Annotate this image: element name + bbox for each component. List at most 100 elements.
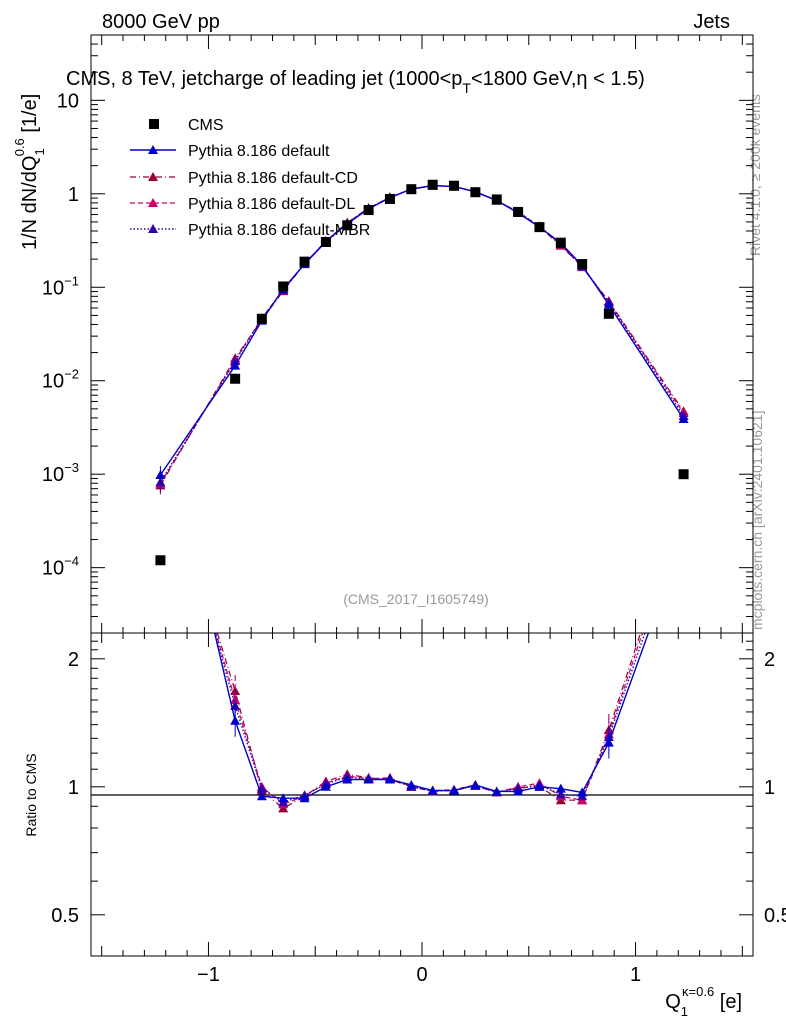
ratio-point-default (256, 791, 267, 801)
x-tick-label: −1 (197, 964, 220, 986)
data-point-cms (427, 179, 438, 190)
y-tick-label: 10−4 (42, 554, 79, 580)
data-point-cms (363, 205, 374, 216)
ratio-point-default (534, 781, 545, 791)
ratio-panel: −1 0 1 0.5 0.5 1 1 2 2 (51, 396, 786, 986)
ratio-point-default (363, 774, 374, 784)
data-point-default (603, 299, 614, 309)
data-point-cms (513, 206, 524, 217)
legend-marker-cms (149, 119, 159, 129)
x-tick-label: 1 (630, 964, 641, 986)
ratio-point-default (491, 786, 502, 796)
legend-marker-dl (148, 198, 158, 207)
ratio-line-default (213, 633, 650, 799)
y-axis-label: 1/N dN/dQ10.6 [1/e] (12, 94, 47, 250)
header-right: Jets (693, 11, 730, 33)
data-point-cms (449, 180, 460, 191)
header-left: 8000 GeV pp (102, 11, 220, 33)
ratio-point-default (427, 785, 438, 795)
data-point-cms (470, 187, 481, 198)
ratio-point-dl (230, 695, 241, 705)
ratio-line-mbr (214, 633, 646, 803)
x-axis-label: Q1κ=0.6 [e] (665, 984, 742, 1019)
data-point-cms (555, 237, 566, 248)
ratio-point-mbr (555, 789, 566, 799)
y-tick-label: 1 (68, 184, 79, 206)
y-tick-label: 10−3 (42, 460, 79, 486)
data-point-cms (384, 193, 395, 204)
ratio-tick-label-left: 1 (68, 777, 79, 799)
series-cms (155, 179, 689, 566)
legend-entry-cms: CMS (149, 117, 224, 134)
data-point-cms (342, 220, 353, 231)
ratio-frame (90, 632, 754, 957)
y-tick-label: 10−2 (42, 367, 79, 393)
ratio-y-label: Ratio to CMS (23, 753, 39, 836)
data-point-cms (299, 256, 310, 267)
ratio-data-layer (155, 396, 689, 813)
data-point-cms (256, 313, 267, 324)
legend-marker-default (148, 145, 158, 154)
data-point-default (678, 413, 689, 423)
ratio-point-default (384, 774, 395, 784)
ratio-tick-label-right: 2 (764, 649, 775, 671)
data-point-cms (491, 194, 502, 205)
ratio-point-default (555, 783, 566, 793)
legend-label-cms: CMS (188, 117, 224, 134)
data-point-cms (577, 259, 588, 270)
ratio-tick-label-left: 2 (68, 649, 79, 671)
data-point-cms (155, 555, 166, 566)
legend-entry-mbr: Pythia 8.186 default-MBR (130, 222, 370, 239)
ratio-point-dl (679, 504, 689, 513)
ratio-point-default (679, 530, 689, 539)
ratio-point-cd (155, 442, 165, 451)
y-tick-label: 10 (57, 90, 79, 112)
legend-label-cd: Pythia 8.186 default-CD (188, 170, 358, 187)
legend-entry-default: Pythia 8.186 default (130, 143, 330, 160)
ratio-point-default (470, 779, 481, 789)
ratio-tick-label-left: 0.5 (51, 905, 79, 927)
ratio-point-cd (679, 496, 689, 505)
data-point-cms (406, 184, 417, 195)
main-data-layer (155, 179, 689, 566)
ratio-tick-label-right: 1 (764, 777, 775, 799)
ratio-point-default (320, 781, 331, 791)
legend-entry-cd: Pythia 8.186 default-CD (130, 170, 358, 187)
legend-entry-dl: Pythia 8.186 default-DL (130, 196, 355, 213)
data-point-cms (534, 222, 545, 233)
y-tick-label: 10−1 (42, 273, 79, 299)
ratio-series-default (155, 396, 689, 803)
ratio-point-default (449, 785, 460, 795)
ratio-point-default (513, 786, 524, 796)
legend-label-dl: Pythia 8.186 default-DL (188, 196, 355, 213)
mcplots-label: mcplots.cern.ch [arXiv:2401.10621] (749, 411, 765, 630)
data-point-cms (320, 236, 331, 247)
ratio-point-default (230, 715, 241, 725)
data-point-cms (230, 373, 241, 384)
chart-title: CMS, 8 TeV, jetcharge of leading jet (10… (66, 68, 645, 96)
ratio-point-default (406, 779, 417, 789)
ratio-point-mbr (679, 517, 689, 526)
x-tick-label: 0 (416, 964, 427, 986)
ratio-point-default (342, 774, 353, 784)
data-point-cms (603, 308, 614, 319)
ratio-point-default (155, 396, 165, 405)
ratio-point-default (278, 793, 289, 803)
data-point-cms (678, 469, 689, 480)
main-panel: 10 1 10−1 10−2 10−3 10−4 (42, 34, 754, 647)
rivet-label: Rivet 4.1.0, ≥ 200k events (747, 94, 763, 256)
legend-label-mbr: Pythia 8.186 default-MBR (188, 222, 370, 239)
legend-label-default: Pythia 8.186 default (188, 143, 330, 160)
main-axis-ticks: 10 1 10−1 10−2 10−3 10−4 (42, 34, 753, 647)
data-point-default (230, 360, 241, 370)
data-point-default (155, 470, 166, 480)
analysis-id: (CMS_2017_I1605749) (343, 591, 489, 607)
ratio-point-default (299, 793, 310, 803)
ratio-line-dl (215, 633, 644, 805)
ratio-point-default (603, 737, 614, 747)
data-point-cms (278, 281, 289, 292)
ratio-tick-label-right: 0.5 (764, 905, 786, 927)
ratio-point-mbr (155, 428, 165, 437)
legend-marker-cd (148, 172, 158, 181)
